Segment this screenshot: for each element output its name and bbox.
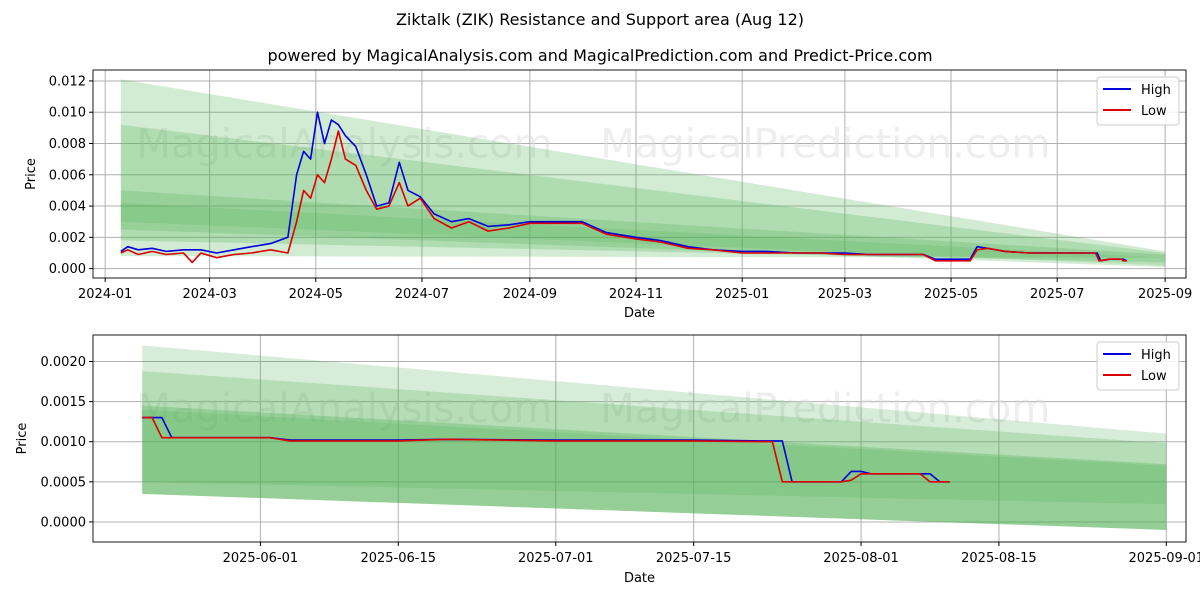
support-resistance-band <box>120 124 1166 263</box>
x-tick-label: 2025-07-15 <box>656 551 732 566</box>
y-axis-label: Price <box>15 423 30 455</box>
y-tick-label: 0.006 <box>49 168 86 183</box>
x-tick-label: 2025-08-01 <box>823 551 899 566</box>
legend-label-high: High <box>1141 348 1171 363</box>
x-tick-label: 2024-01 <box>78 287 132 302</box>
y-tick-label: 0.010 <box>49 106 86 121</box>
support-resistance-band <box>120 79 1166 258</box>
support-resistance-band <box>120 202 1166 266</box>
top-chart-panel: MagicalAnalysis.com MagicalPrediction.com… <box>24 69 1192 321</box>
watermark-text: MagicalPrediction.com <box>600 386 1050 432</box>
support-resistance-band <box>142 409 1167 505</box>
y-tick-label: 0.012 <box>49 74 86 89</box>
y-tick-label: 0.0010 <box>41 435 87 450</box>
plot-area <box>142 345 1167 530</box>
y-axis-label: Price <box>24 158 39 190</box>
bottom-chart-panel: MagicalAnalysis.com MagicalPrediction.com… <box>15 334 1200 586</box>
x-tick-label: 2024-09 <box>503 287 557 302</box>
x-tick-label: 2025-05 <box>924 287 978 302</box>
x-tick-label: 2025-06-01 <box>223 551 299 566</box>
legend-label-low: Low <box>1141 104 1167 119</box>
x-tick-label: 2024-07 <box>395 287 449 302</box>
x-tick-label: 2025-09-01 <box>1129 551 1200 566</box>
y-tick-label: 0.0005 <box>41 475 87 490</box>
axes-frame <box>92 334 1187 543</box>
x-tick-label: 2025-07 <box>1030 287 1084 302</box>
support-resistance-band <box>120 190 1166 268</box>
x-tick-label: 2025-08-15 <box>961 551 1037 566</box>
x-tick-label: 2025-07-01 <box>518 551 594 566</box>
support-resistance-band <box>142 345 1167 530</box>
chart-title: Ziktalk (ZIK) Resistance and Support are… <box>395 10 805 29</box>
y-tick-label: 0.0020 <box>41 355 87 370</box>
support-resistance-band <box>142 371 1167 530</box>
watermark-text: MagicalPrediction.com <box>600 121 1050 167</box>
x-tick-label: 2025-03 <box>818 287 872 302</box>
x-tick-label: 2024-05 <box>289 287 343 302</box>
y-tick-label: 0.004 <box>49 200 86 215</box>
x-axis-label: Date <box>624 306 655 321</box>
x-axis-label: Date <box>624 571 655 586</box>
series-line-low <box>120 130 1127 264</box>
legend-label-low: Low <box>1141 369 1167 384</box>
x-tick-label: 2025-01 <box>715 287 769 302</box>
x-tick-label: 2025-06-15 <box>360 551 436 566</box>
support-resistance-band <box>142 405 1167 530</box>
y-tick-label: 0.008 <box>49 137 86 152</box>
legend: High Low <box>1096 341 1180 391</box>
axes-frame <box>92 69 1187 279</box>
x-tick-label: 2024-11 <box>609 287 663 302</box>
plot-area <box>120 79 1166 268</box>
y-tick-label: 0.0000 <box>41 515 87 530</box>
y-tick-label: 0.0015 <box>41 395 87 410</box>
chart-subtitle: powered by MagicalAnalysis.com and Magic… <box>267 46 933 65</box>
y-tick-label: 0.002 <box>49 231 86 246</box>
watermark-text: MagicalAnalysis.com <box>136 386 552 432</box>
series-line-low <box>142 416 950 483</box>
legend: High Low <box>1096 76 1180 126</box>
series-line-high <box>120 111 1128 262</box>
watermark-text: MagicalAnalysis.com <box>136 121 552 167</box>
x-tick-label: 2024-03 <box>182 287 236 302</box>
y-tick-label: 0.000 <box>49 262 86 277</box>
legend-label-high: High <box>1141 83 1171 98</box>
x-tick-label: 2025-09 <box>1138 287 1192 302</box>
